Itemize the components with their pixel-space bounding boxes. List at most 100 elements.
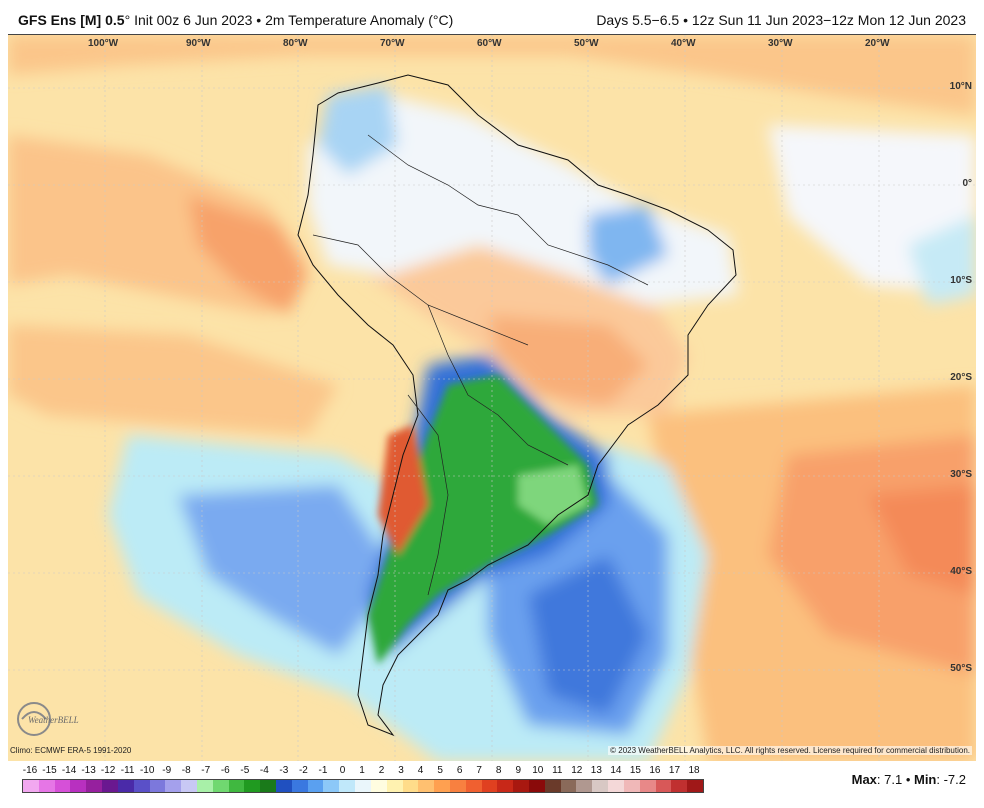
- map-header: GFS Ens [M] 0.5° Init 00z 6 Jun 2023 • 2…: [0, 0, 984, 34]
- scale-swatch: [228, 780, 245, 792]
- scale-swatch: [639, 780, 656, 792]
- scale-swatch: [181, 780, 197, 792]
- scale-label: 7: [476, 765, 482, 776]
- scale-label: -10: [139, 765, 155, 776]
- country-borders: [312, 134, 649, 596]
- lat-label: 10°N: [949, 81, 972, 92]
- scale-label: 8: [495, 765, 502, 776]
- scale-swatch: [576, 780, 593, 792]
- scale-swatch: [608, 780, 624, 792]
- scale-swatch: [355, 780, 371, 792]
- stats-separator: •: [902, 772, 914, 787]
- south-america-coastline: [297, 74, 737, 737]
- scale-label: -15: [42, 765, 57, 776]
- lat-label: 20°S: [950, 372, 972, 383]
- scale-label: -16: [22, 765, 38, 776]
- lon-label: 20°W: [865, 38, 890, 49]
- scale-label: -11: [120, 765, 135, 776]
- scale-swatch: [481, 780, 498, 792]
- scale-swatch: [23, 780, 39, 792]
- valid-period: Days 5.5−6.5 • 12z Sun 11 Jun 2023−12z M…: [596, 12, 966, 28]
- scale-label: -4: [259, 765, 269, 776]
- scale-label: 9: [515, 765, 522, 776]
- copyright-credit: © 2023 WeatherBELL Analytics, LLC. All r…: [608, 746, 972, 755]
- lon-label: 50°W: [574, 38, 599, 49]
- scale-swatch: [244, 780, 261, 792]
- scale-swatch: [149, 780, 166, 792]
- scale-label: 5: [437, 765, 443, 776]
- scale-label: 18: [688, 765, 700, 776]
- lat-label: 40°S: [950, 566, 972, 577]
- scale-swatch: [70, 780, 87, 792]
- scale-label: 14: [610, 765, 622, 776]
- scale-swatch: [386, 780, 403, 792]
- anomaly-map[interactable]: [8, 34, 976, 761]
- scale-label: 3: [398, 765, 404, 776]
- climo-credit: Climo: ECMWF ERA-5 1991-2020: [10, 746, 132, 755]
- scale-swatch: [165, 780, 182, 792]
- max-label: Max: [851, 772, 877, 787]
- scale-swatch: [544, 780, 561, 792]
- scale-label: 13: [590, 765, 602, 776]
- scale-swatch: [260, 780, 276, 792]
- scale-swatch: [133, 780, 150, 792]
- scale-labels: -16 -15 -14 -13 -12 -11 -10 -9 -8 -7 -6 -5 -4 -3 -2 -1 0…: [22, 765, 702, 779]
- scale-swatch: [449, 780, 466, 792]
- lon-label: 30°W: [768, 38, 793, 49]
- map-title: GFS Ens [M] 0.5° Init 00z 6 Jun 2023 • 2…: [18, 12, 453, 28]
- scale-swatch: [212, 780, 229, 792]
- scale-label: 10: [532, 765, 544, 776]
- scale-swatch: [117, 780, 134, 792]
- min-value: : -7.2: [936, 772, 966, 787]
- scale-swatch: [38, 780, 55, 792]
- scale-swatch: [434, 780, 450, 792]
- scale-swatch: [529, 780, 545, 792]
- scale-label: 17: [668, 765, 681, 776]
- scale-swatch: [402, 780, 419, 792]
- lon-label: 60°W: [477, 38, 502, 49]
- graticule: [8, 35, 976, 761]
- scale-swatch: [560, 780, 577, 792]
- scale-label: 6: [456, 765, 463, 776]
- scale-swatch: [86, 780, 103, 792]
- weatherbell-logo: WeatherBELL: [14, 697, 100, 741]
- lat-label: 50°S: [950, 663, 972, 674]
- scale-label: 1: [359, 765, 365, 776]
- min-label: Min: [913, 772, 937, 787]
- scale-swatch: [307, 780, 324, 792]
- scale-label: 0: [339, 765, 346, 776]
- scale-swatch: [687, 780, 703, 792]
- scale-swatch: [291, 780, 308, 792]
- scale-label: 12: [571, 765, 583, 776]
- scale-label: -3: [279, 765, 289, 776]
- map-canvas: [8, 35, 976, 761]
- scale-swatch: [54, 780, 71, 792]
- scale-label: 16: [649, 765, 661, 776]
- lon-label: 70°W: [380, 38, 405, 49]
- scale-swatch: [370, 780, 387, 792]
- max-value: : 7.1: [876, 772, 903, 787]
- scale-label: -7: [201, 765, 211, 776]
- lat-label: 30°S: [950, 469, 972, 480]
- scale-label: -1: [318, 765, 328, 776]
- lon-label: 100°W: [88, 38, 119, 49]
- scale-label: 4: [417, 765, 424, 776]
- scale-label: -6: [220, 765, 230, 776]
- green-anomaly: [368, 375, 598, 665]
- lat-label: 10°S: [950, 275, 972, 286]
- scale-swatch: [623, 780, 640, 792]
- color-scale: -16 -15 -14 -13 -12 -11 -10 -9 -8 -7 -6 -5 -4 -3 -2 -1 0…: [22, 765, 704, 793]
- scale-label: -13: [81, 765, 96, 776]
- model-name: GFS Ens [M] 0.5: [18, 12, 125, 28]
- logo-text: WeatherBELL: [28, 715, 79, 725]
- scale-label: 15: [629, 765, 641, 776]
- scale-swatch: [671, 780, 688, 792]
- scale-swatch: [465, 780, 482, 792]
- lat-label: 0°: [962, 178, 972, 189]
- scale-bar: [22, 779, 704, 793]
- degree-symbol: °: [124, 12, 131, 28]
- scale-swatch: [102, 780, 118, 792]
- scale-label: -9: [162, 765, 172, 776]
- lon-label: 40°W: [671, 38, 696, 49]
- lon-label: 80°W: [283, 38, 308, 49]
